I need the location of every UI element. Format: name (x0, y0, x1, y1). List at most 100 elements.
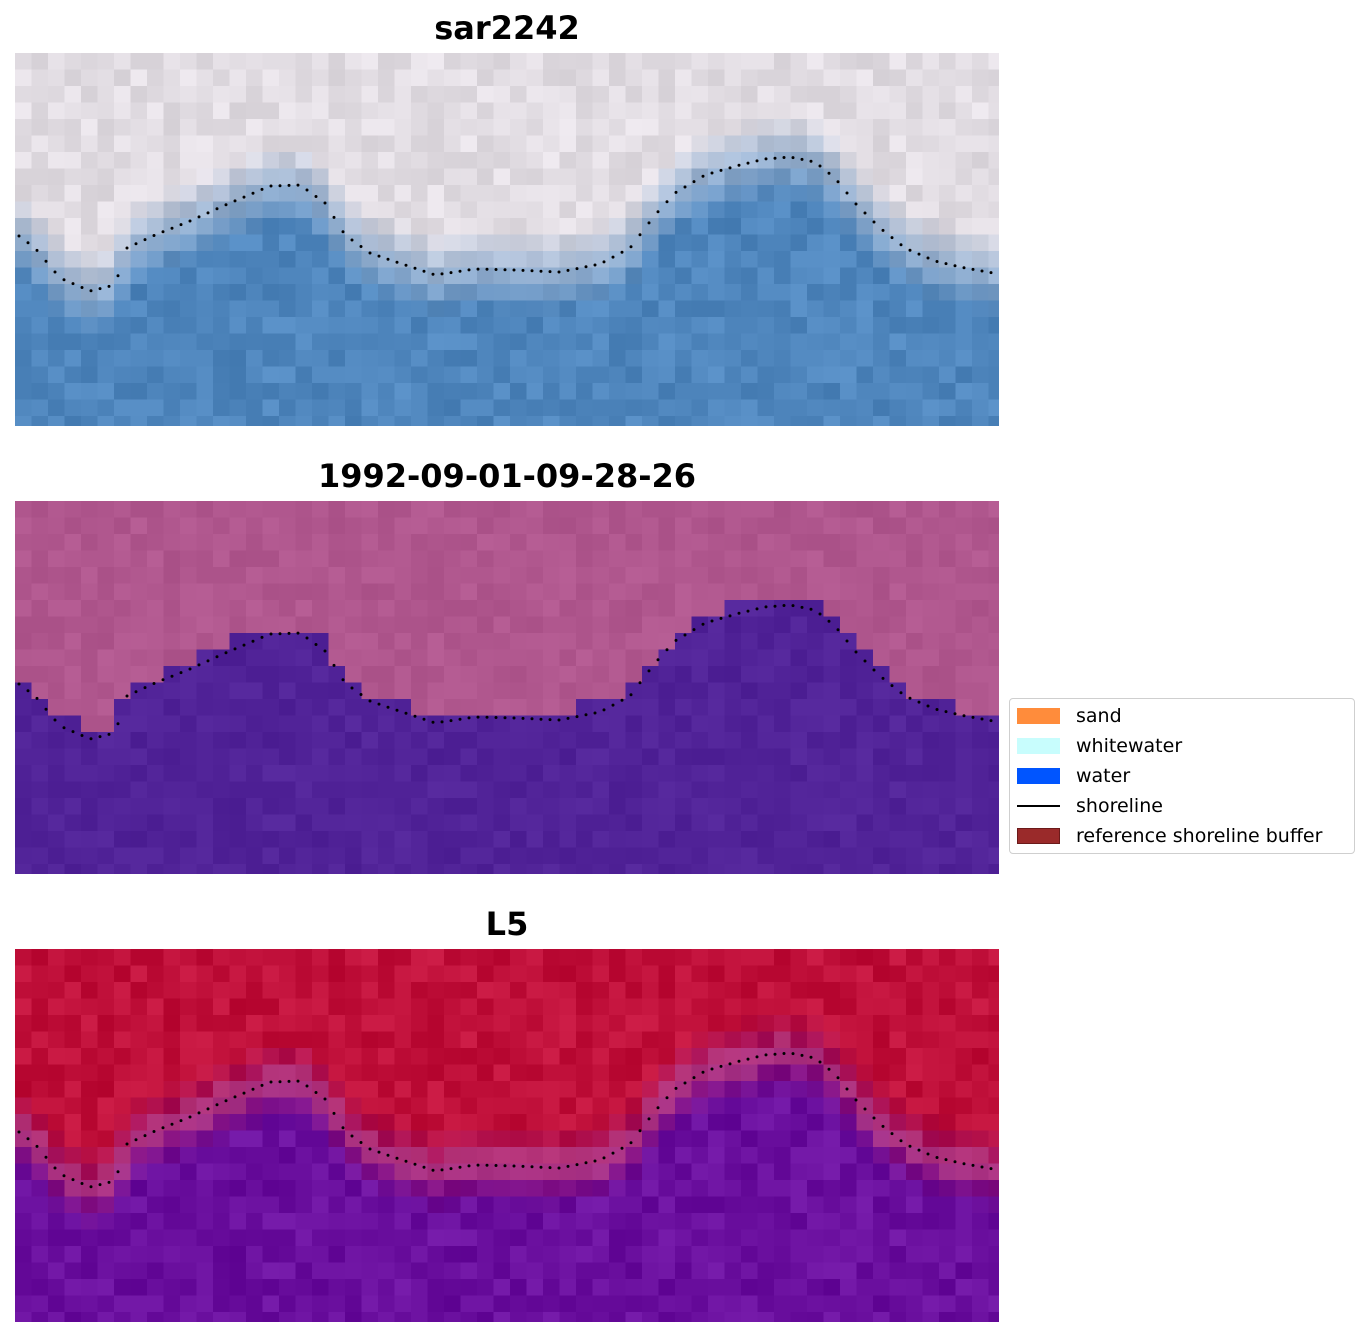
image-pixel (345, 399, 363, 417)
image-pixel (856, 831, 874, 849)
image-pixel (642, 715, 660, 733)
image-pixel (906, 1130, 924, 1148)
image-pixel (988, 152, 999, 170)
image-pixel (460, 185, 478, 203)
image-pixel (394, 185, 412, 203)
image-pixel (691, 119, 709, 137)
image-pixel (31, 1147, 49, 1165)
image-pixel (691, 383, 709, 401)
image-pixel (543, 949, 561, 967)
image-pixel (262, 1031, 280, 1049)
image-pixel (147, 600, 165, 618)
image-pixel (658, 982, 676, 1000)
image-pixel (543, 715, 561, 733)
image-pixel (988, 201, 999, 219)
image-pixel (81, 1114, 99, 1132)
image-pixel (279, 218, 297, 236)
image-pixel (873, 1064, 891, 1082)
image-pixel (559, 666, 577, 684)
image-pixel (675, 399, 693, 417)
image-pixel (114, 53, 132, 71)
image-pixel (378, 317, 396, 335)
image-pixel (477, 234, 495, 252)
image-pixel (609, 550, 627, 568)
image-pixel (559, 152, 577, 170)
image-pixel (592, 550, 610, 568)
image-pixel (873, 550, 891, 568)
image-pixel (180, 748, 198, 766)
shoreline-dot (872, 668, 876, 672)
image-pixel (625, 1081, 643, 1099)
image-pixel (526, 317, 544, 335)
image-pixel (889, 965, 907, 983)
image-pixel (229, 534, 247, 552)
image-pixel (955, 1064, 973, 1082)
image-pixel (906, 102, 924, 120)
image-pixel (31, 1312, 49, 1322)
image-pixel (576, 965, 594, 983)
image-pixel (658, 416, 676, 426)
image-pixel (81, 1246, 99, 1264)
image-pixel (312, 649, 330, 667)
image-pixel (691, 69, 709, 87)
image-pixel (312, 1147, 330, 1165)
image-pixel (394, 69, 412, 87)
image-pixel (97, 1031, 115, 1049)
image-pixel (741, 1180, 759, 1198)
image-pixel (493, 1163, 511, 1181)
image-pixel (147, 550, 165, 568)
image-pixel (757, 814, 775, 832)
image-pixel (724, 1048, 742, 1066)
image-pixel (114, 284, 132, 302)
shoreline-dot (161, 678, 165, 682)
image-pixel (328, 185, 346, 203)
image-pixel (460, 69, 478, 87)
image-pixel (774, 699, 792, 717)
image-pixel (889, 234, 907, 252)
image-pixel (411, 267, 429, 285)
image-pixel (229, 1114, 247, 1132)
image-pixel (576, 1229, 594, 1247)
shoreline-dot (62, 726, 66, 730)
image-pixel (361, 350, 379, 368)
image-pixel (559, 350, 577, 368)
image-pixel (361, 847, 379, 865)
image-pixel (675, 333, 693, 351)
image-pixel (972, 185, 990, 203)
image-pixel (64, 600, 82, 618)
image-pixel (906, 1262, 924, 1280)
image-pixel (856, 1147, 874, 1165)
image-pixel (658, 534, 676, 552)
image-pixel (625, 383, 643, 401)
image-pixel (262, 383, 280, 401)
image-pixel (510, 168, 528, 186)
image-pixel (246, 798, 264, 816)
image-pixel (873, 949, 891, 967)
image-pixel (988, 699, 999, 717)
image-pixel (246, 135, 264, 153)
image-pixel (543, 333, 561, 351)
image-pixel (840, 781, 858, 799)
shoreline-dot (143, 238, 147, 242)
image-pixel (246, 1081, 264, 1099)
image-pixel (955, 1279, 973, 1297)
image-pixel (559, 649, 577, 667)
image-pixel (477, 550, 495, 568)
image-pixel (741, 185, 759, 203)
image-pixel (790, 847, 808, 865)
image-pixel (658, 1213, 676, 1231)
image-pixel (790, 1097, 808, 1115)
image-pixel (790, 168, 808, 186)
image-pixel (312, 1015, 330, 1033)
image-pixel (922, 1163, 940, 1181)
image-pixel (97, 666, 115, 684)
image-pixel (625, 567, 643, 585)
image-pixel (972, 847, 990, 865)
image-pixel (939, 1246, 957, 1264)
image-pixel (559, 53, 577, 71)
legend-item-whitewater: whitewater (1017, 735, 1182, 757)
image-pixel (840, 1114, 858, 1132)
image-pixel (147, 666, 165, 684)
shoreline-dot (872, 220, 876, 224)
shoreline-dot (251, 639, 255, 643)
